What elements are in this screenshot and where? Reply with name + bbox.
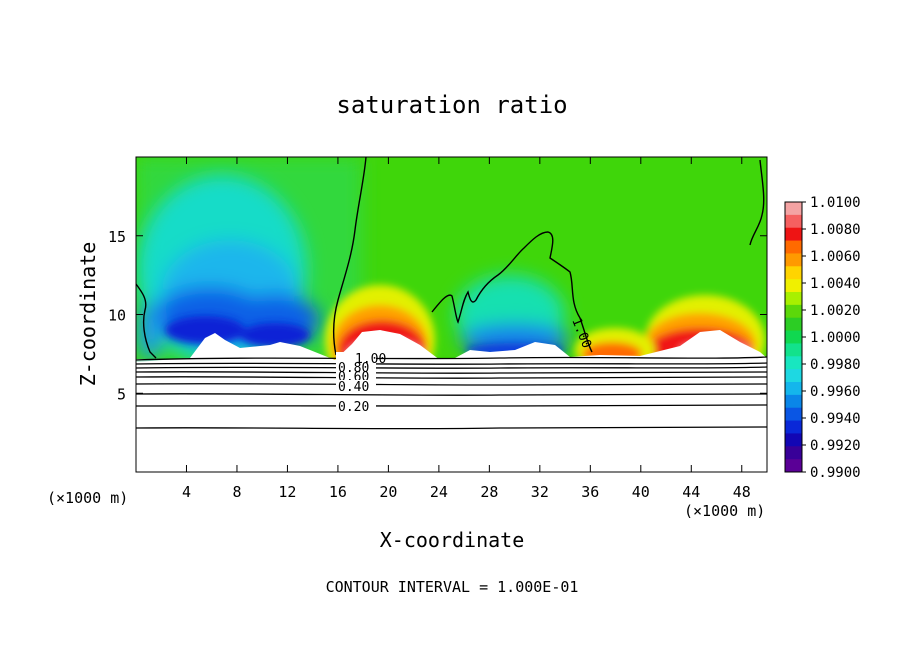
x-axis-label: X-coordinate bbox=[380, 528, 525, 552]
colorbar-label-4: 1.0020 bbox=[810, 303, 861, 319]
x-tick-label-36: 36 bbox=[581, 483, 599, 501]
x-tick-label-24: 24 bbox=[430, 483, 448, 501]
plume-deepblue-right bbox=[240, 323, 310, 347]
contour-line-0-40 bbox=[136, 383, 767, 386]
chart-title: saturation ratio bbox=[336, 91, 567, 119]
x-tick-label-40: 40 bbox=[632, 483, 650, 501]
colorbar-swatch-10 bbox=[785, 330, 802, 344]
x-axis: 4 8 12 16 20 24 28 32 36 40 44 48 bbox=[182, 157, 751, 501]
y-tick-label-10: 10 bbox=[108, 307, 126, 325]
contour-line-1-00 bbox=[136, 356, 767, 361]
contour-interval-note: CONTOUR INTERVAL = 1.000E-01 bbox=[326, 578, 579, 596]
colorbar-label-10: 0.9900 bbox=[810, 465, 861, 481]
colorbar-label-8: 0.9940 bbox=[810, 411, 861, 427]
colorbar-label-3: 1.0040 bbox=[810, 276, 861, 292]
colorbar-swatch-3 bbox=[785, 240, 802, 254]
colorbar-swatch-11 bbox=[785, 343, 802, 357]
colorbar-swatch-14 bbox=[785, 382, 802, 396]
contour-label-1-00: 1.00 bbox=[355, 352, 386, 367]
y-tick-label-15: 15 bbox=[108, 228, 126, 246]
contour-line-1-00-right bbox=[749, 159, 765, 246]
x-unit-left: (×1000 m) bbox=[47, 489, 128, 507]
contour-line-0-30 bbox=[136, 393, 767, 396]
x-tick-label-4: 4 bbox=[182, 483, 191, 501]
colorbar-label-6: 0.9980 bbox=[810, 357, 861, 373]
colorbar-swatch-18 bbox=[785, 433, 802, 447]
colorbar-swatch-7 bbox=[785, 292, 802, 306]
x-tick-label-48: 48 bbox=[733, 483, 751, 501]
colorbar-swatch-16 bbox=[785, 407, 802, 422]
colorbar-swatch-13 bbox=[785, 369, 802, 383]
x-tick-label-44: 44 bbox=[682, 483, 700, 501]
x-tick-label-20: 20 bbox=[379, 483, 397, 501]
colorbar-swatch-12 bbox=[785, 356, 802, 370]
colorbar-label-9: 0.9920 bbox=[810, 438, 861, 454]
colorbar-label-5: 1.0000 bbox=[810, 330, 861, 346]
x-tick-label-32: 32 bbox=[531, 483, 549, 501]
contour-line-1-00-mid bbox=[332, 157, 593, 356]
terrain-white bbox=[136, 330, 767, 472]
contour-label-0-20: 0.20 bbox=[338, 400, 369, 415]
contour-line-0-20 bbox=[136, 404, 767, 407]
colorbar-label-2: 1.0060 bbox=[810, 249, 861, 265]
x-tick-label-16: 16 bbox=[329, 483, 347, 501]
contour-line-0-70 bbox=[136, 366, 767, 369]
colorbar-swatch-6 bbox=[785, 279, 802, 293]
contour-line-0-60 bbox=[136, 371, 767, 374]
colorbar-swatch-17 bbox=[785, 420, 802, 434]
contour-line-0-50 bbox=[136, 376, 767, 379]
contour-label-0-40: 0.40 bbox=[338, 380, 369, 395]
x-tick-label-8: 8 bbox=[232, 483, 241, 501]
colorbar-swatch-20 bbox=[785, 459, 802, 473]
y-tick-label-5: 5 bbox=[117, 385, 126, 403]
contour-line-0-80 bbox=[136, 362, 767, 365]
contour-line-1-00-left bbox=[136, 283, 157, 359]
colorbar-label-0: 1.0100 bbox=[810, 195, 861, 211]
colorbar-swatch-9 bbox=[785, 317, 802, 332]
x-tick-label-28: 28 bbox=[480, 483, 498, 501]
colorbar-swatch-19 bbox=[785, 446, 802, 460]
colorbar-label-1: 1.0080 bbox=[810, 222, 861, 238]
colorbar-swatch-4 bbox=[785, 253, 802, 267]
colorbar-label-7: 0.9960 bbox=[810, 384, 861, 400]
plot-area bbox=[136, 157, 767, 472]
x-tick-label-12: 12 bbox=[278, 483, 296, 501]
contour-line-0-10 bbox=[136, 426, 767, 430]
colorbar: 1.0100 1.0080 1.0060 1.0040 1.0020 1.0000 0.99… bbox=[784, 195, 861, 481]
colorbar-swatch-5 bbox=[785, 266, 802, 280]
colorbar-swatch-0 bbox=[785, 202, 802, 216]
colorbar-swatch-15 bbox=[785, 394, 802, 409]
contour-label-0-80: 0.80 bbox=[338, 361, 369, 376]
plume-deepblue-left bbox=[165, 316, 245, 344]
y-axis-label: Z-coordinate bbox=[76, 242, 100, 387]
x-unit-right: (×1000 m) bbox=[684, 502, 765, 520]
colorbar-swatch-2 bbox=[785, 227, 802, 242]
colorbar-swatch-8 bbox=[785, 304, 802, 319]
colorbar-swatch-1 bbox=[785, 214, 802, 229]
y-axis: 5 10 15 bbox=[108, 228, 767, 403]
